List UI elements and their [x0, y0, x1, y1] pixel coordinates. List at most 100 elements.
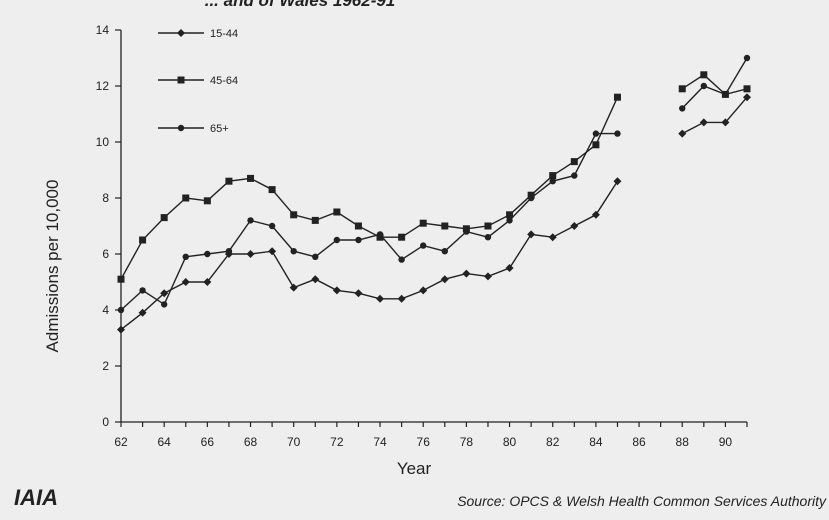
- legend-marker: [177, 29, 185, 37]
- data-point: [463, 228, 470, 235]
- legend-marker: [177, 124, 185, 132]
- x-tick-label: 70: [287, 435, 301, 449]
- data-point: [592, 141, 600, 149]
- data-point: [160, 214, 168, 222]
- data-point: [591, 210, 600, 219]
- chart-title: ... and of Wales 1962-91: [205, 0, 396, 10]
- data-point: [160, 289, 169, 298]
- data-point: [139, 236, 147, 244]
- data-point: [506, 217, 513, 224]
- data-point: [570, 222, 579, 230]
- data-point: [721, 118, 730, 127]
- data-point: [549, 178, 556, 185]
- y-axis-title: Admissions per 10,000: [43, 180, 62, 353]
- data-point: [678, 85, 686, 93]
- y-tick-label: 2: [102, 359, 109, 373]
- data-point: [743, 54, 751, 62]
- data-point: [440, 275, 449, 284]
- data-point: [548, 233, 557, 242]
- data-point: [268, 222, 276, 230]
- data-point: [722, 91, 729, 98]
- data-point: [419, 219, 427, 227]
- series-line: [120, 96, 619, 280]
- data-point: [376, 294, 385, 303]
- data-point: [398, 256, 405, 263]
- data-point: [592, 130, 600, 137]
- x-tick-label: 82: [546, 435, 560, 449]
- data-point: [613, 93, 621, 101]
- x-axis-title: Year: [397, 459, 432, 478]
- series-group: [117, 54, 751, 334]
- data-point: [699, 118, 708, 127]
- x-tick-label: 88: [676, 435, 690, 449]
- x-tick-label: 84: [589, 435, 603, 449]
- data-point: [138, 308, 147, 317]
- data-point: [247, 174, 255, 182]
- data-point: [678, 129, 687, 138]
- data-point: [679, 105, 686, 112]
- legend-label: 45-64: [210, 75, 238, 87]
- data-point: [376, 231, 384, 238]
- data-point: [225, 248, 233, 255]
- data-point: [311, 275, 320, 284]
- data-point: [419, 286, 428, 295]
- series-45-64: [117, 71, 751, 283]
- data-point: [743, 93, 751, 102]
- data-point: [312, 253, 319, 260]
- data-point: [484, 222, 492, 230]
- data-point: [117, 306, 125, 314]
- data-point: [246, 250, 255, 258]
- data-point: [527, 230, 536, 239]
- data-point: [355, 236, 362, 244]
- y-tick-label: 14: [96, 23, 110, 37]
- data-point: [225, 177, 233, 185]
- data-point: [462, 269, 471, 278]
- series-15-44: [117, 93, 751, 334]
- data-point: [420, 242, 427, 249]
- y-tick-label: 6: [102, 247, 109, 261]
- data-point: [290, 248, 297, 255]
- y-tick-label: 10: [96, 135, 110, 149]
- data-point: [743, 85, 751, 93]
- legend: 15-44 45-64 65+: [158, 28, 238, 135]
- data-point: [290, 211, 298, 219]
- data-point: [203, 278, 212, 286]
- data-point: [203, 197, 211, 205]
- data-point: [268, 247, 277, 256]
- x-tick-label: 66: [201, 435, 215, 449]
- x-tick-label: 62: [114, 435, 128, 449]
- data-point: [181, 278, 190, 286]
- data-point: [354, 289, 363, 298]
- series-65plus: [117, 54, 751, 314]
- y-tick-label: 0: [102, 415, 109, 429]
- data-point: [117, 275, 125, 283]
- data-point: [506, 211, 514, 219]
- x-tick-label: 76: [417, 435, 431, 449]
- data-point: [182, 253, 189, 260]
- legend-label: 15-44: [210, 28, 238, 40]
- data-point: [700, 71, 708, 79]
- data-point: [441, 248, 448, 255]
- y-tick-label: 4: [102, 303, 109, 317]
- source-note: Source: OPCS & Welsh Health Common Servi…: [457, 493, 827, 509]
- data-point: [182, 194, 190, 202]
- x-tick-label: 90: [719, 435, 733, 449]
- x-tick-label: 68: [244, 435, 258, 449]
- data-point: [571, 172, 578, 179]
- data-point: [289, 283, 298, 292]
- data-point: [613, 177, 622, 186]
- publisher-logo: IAIA: [14, 485, 58, 510]
- legend-label: 65+: [210, 123, 229, 135]
- data-point: [139, 287, 146, 294]
- series-line: [681, 57, 748, 109]
- data-point: [549, 172, 557, 180]
- x-tick-label: 72: [330, 435, 344, 449]
- x-tick-label: 80: [503, 435, 517, 449]
- data-point: [354, 222, 362, 230]
- x-tick-label: 74: [373, 435, 387, 449]
- series-line: [120, 132, 618, 311]
- data-point: [311, 216, 319, 224]
- data-point: [527, 194, 535, 202]
